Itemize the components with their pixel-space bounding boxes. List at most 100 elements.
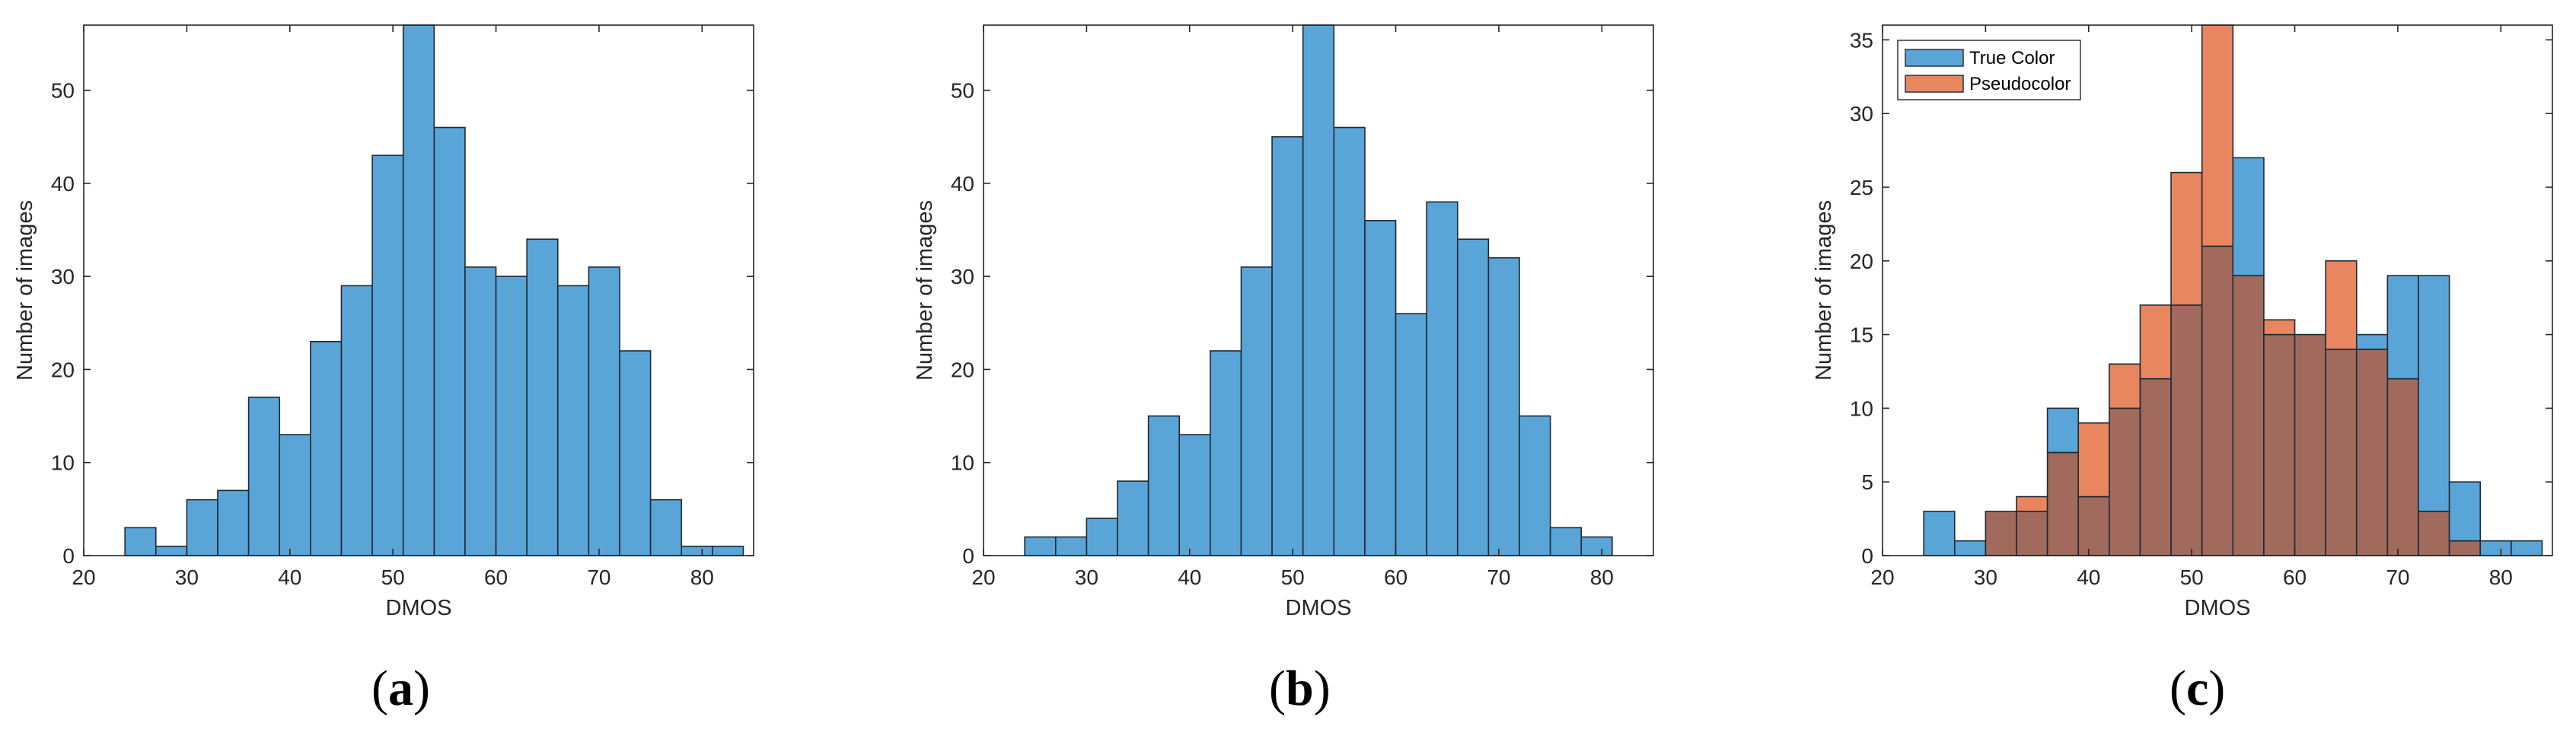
legend: True Color Pseudocolor <box>1897 40 2081 100</box>
bar-bin-12 <box>1395 313 1427 556</box>
bar-overlap-bin-12 <box>2294 333 2326 556</box>
bar-true-color-bin-10 <box>2232 157 2265 276</box>
bar-bin-3 <box>1117 480 1149 556</box>
bar-bin-17 <box>649 499 683 556</box>
bar-bin-6 <box>1210 350 1242 556</box>
bar-bin-15 <box>588 266 620 556</box>
bar-pseudocolor-bin-3 <box>2016 495 2048 512</box>
x-tick-label: 80 <box>2489 565 2513 589</box>
bar-bin-16 <box>1519 415 1551 556</box>
y-tick-label: 0 <box>962 544 974 568</box>
x-tick-label: 20 <box>971 565 995 589</box>
x-tick-label: 40 <box>2077 565 2100 589</box>
bar-bin-9 <box>1302 24 1335 556</box>
bar-bin-2 <box>186 499 218 556</box>
x-axis-label: DMOS <box>2185 596 2251 620</box>
y-tick-label: 20 <box>1850 250 1873 273</box>
bar-true-color-bin-14 <box>2355 333 2389 350</box>
caption-b: (b) <box>1269 661 1331 716</box>
y-axis-label: Number of images <box>1812 200 1836 381</box>
bar-bin-15 <box>1487 256 1520 556</box>
y-tick-label: 40 <box>51 172 75 196</box>
bar-bin-14 <box>556 285 590 556</box>
histogram-panel-b: 20 30 40 50 60 70 80 0 10 20 30 40 50 DMOS Number of i… <box>913 24 1654 620</box>
x-tick-label: 30 <box>1974 565 1997 589</box>
caption-c: (c) <box>2170 661 2226 716</box>
y-tick-label: 10 <box>1850 397 1873 420</box>
bar-bin-10 <box>1333 126 1366 556</box>
bar-pseudocolor-bin-6 <box>2109 363 2141 409</box>
x-tick-label: 30 <box>175 565 199 589</box>
bar-bin-8 <box>371 155 404 556</box>
bar-overlap-bin-5 <box>2077 495 2110 556</box>
bar-bin-19 <box>712 545 744 556</box>
legend-label-true-color: True Color <box>1969 48 2055 68</box>
bar-bin-6 <box>310 340 343 556</box>
bar-true-color-bin-1 <box>1953 540 1987 556</box>
y-tick-label: 0 <box>62 544 75 568</box>
x-tick-label: 80 <box>1590 565 1614 589</box>
y-tick-label: 30 <box>1850 102 1873 126</box>
axes-box <box>983 24 1654 556</box>
x-tick-label: 40 <box>1178 565 1201 589</box>
x-axis-label: DMOS <box>1286 596 1352 620</box>
bar-pseudocolor-bin-11 <box>2263 319 2296 336</box>
bar-bin-18 <box>681 545 713 556</box>
bar-overlap-bin-16 <box>2418 511 2450 556</box>
x-tick-label: 60 <box>484 565 508 589</box>
bar-overlap-bin-11 <box>2263 333 2296 556</box>
bar-overlap-bin-4 <box>2046 451 2080 556</box>
x-axis-label: DMOS <box>386 596 452 620</box>
bar-overlap-bin-6 <box>2109 407 2141 556</box>
bar-overlap-bin-15 <box>2386 378 2419 556</box>
bar-bin-7 <box>340 285 373 556</box>
bar-bin-14 <box>1456 238 1490 556</box>
x-tick-label: 20 <box>72 565 95 589</box>
bar-bin-8 <box>1271 135 1304 556</box>
bar-bin-16 <box>619 350 652 556</box>
bar-bin-10 <box>433 126 466 556</box>
bar-true-color-bin-19 <box>2511 540 2543 556</box>
bar-overlap-bin-8 <box>2170 304 2203 556</box>
bar-bin-12 <box>495 276 528 556</box>
bar-true-color-bin-4 <box>2046 407 2080 454</box>
bar-pseudocolor-bin-9 <box>2201 24 2234 247</box>
bar-bin-11 <box>464 266 497 556</box>
bar-bin-9 <box>402 24 435 556</box>
y-tick-label: 35 <box>1850 28 1873 52</box>
bar-bin-11 <box>1364 219 1397 556</box>
y-tick-label: 25 <box>1850 176 1873 199</box>
bar-pseudocolor-bin-5 <box>2077 422 2110 498</box>
bar-overlap-bin-14 <box>2355 349 2389 556</box>
bar-overlap-bin-13 <box>2325 349 2358 556</box>
bar-true-color-bin-16 <box>2418 275 2450 512</box>
x-tick-label: 20 <box>1870 565 1894 589</box>
legend-label-pseudocolor: Pseudocolor <box>1969 74 2071 94</box>
y-axis-label: Number of images <box>913 200 937 381</box>
bar-bin-3 <box>217 489 250 556</box>
x-tick-label: 50 <box>381 565 405 589</box>
x-tick-label: 60 <box>1384 565 1408 589</box>
bar-bin-13 <box>526 238 559 556</box>
y-tick-label: 0 <box>1861 544 1873 568</box>
x-tick-label: 70 <box>587 565 611 589</box>
x-tick-label: 70 <box>1487 565 1510 589</box>
y-tick-label: 50 <box>951 79 974 103</box>
bars <box>1024 24 1613 556</box>
bar-overlap-bin-17 <box>2448 540 2482 556</box>
x-tick-label: 70 <box>2386 565 2409 589</box>
y-tick-label: 40 <box>951 172 974 196</box>
y-tick-label: 20 <box>951 358 974 381</box>
bar-bin-1 <box>155 545 188 556</box>
legend-swatch-pseudocolor <box>1905 75 1964 93</box>
x-tick-label: 30 <box>1075 565 1098 589</box>
bars <box>1923 24 2543 556</box>
bar-bin-5 <box>279 434 311 556</box>
y-tick-label: 30 <box>951 265 974 288</box>
bar-bin-13 <box>1426 201 1459 556</box>
x-tick-label: 80 <box>690 565 714 589</box>
bar-overlap-bin-2 <box>1985 511 2017 556</box>
bar-pseudocolor-bin-7 <box>2139 304 2172 380</box>
bar-bin-0 <box>124 527 157 556</box>
